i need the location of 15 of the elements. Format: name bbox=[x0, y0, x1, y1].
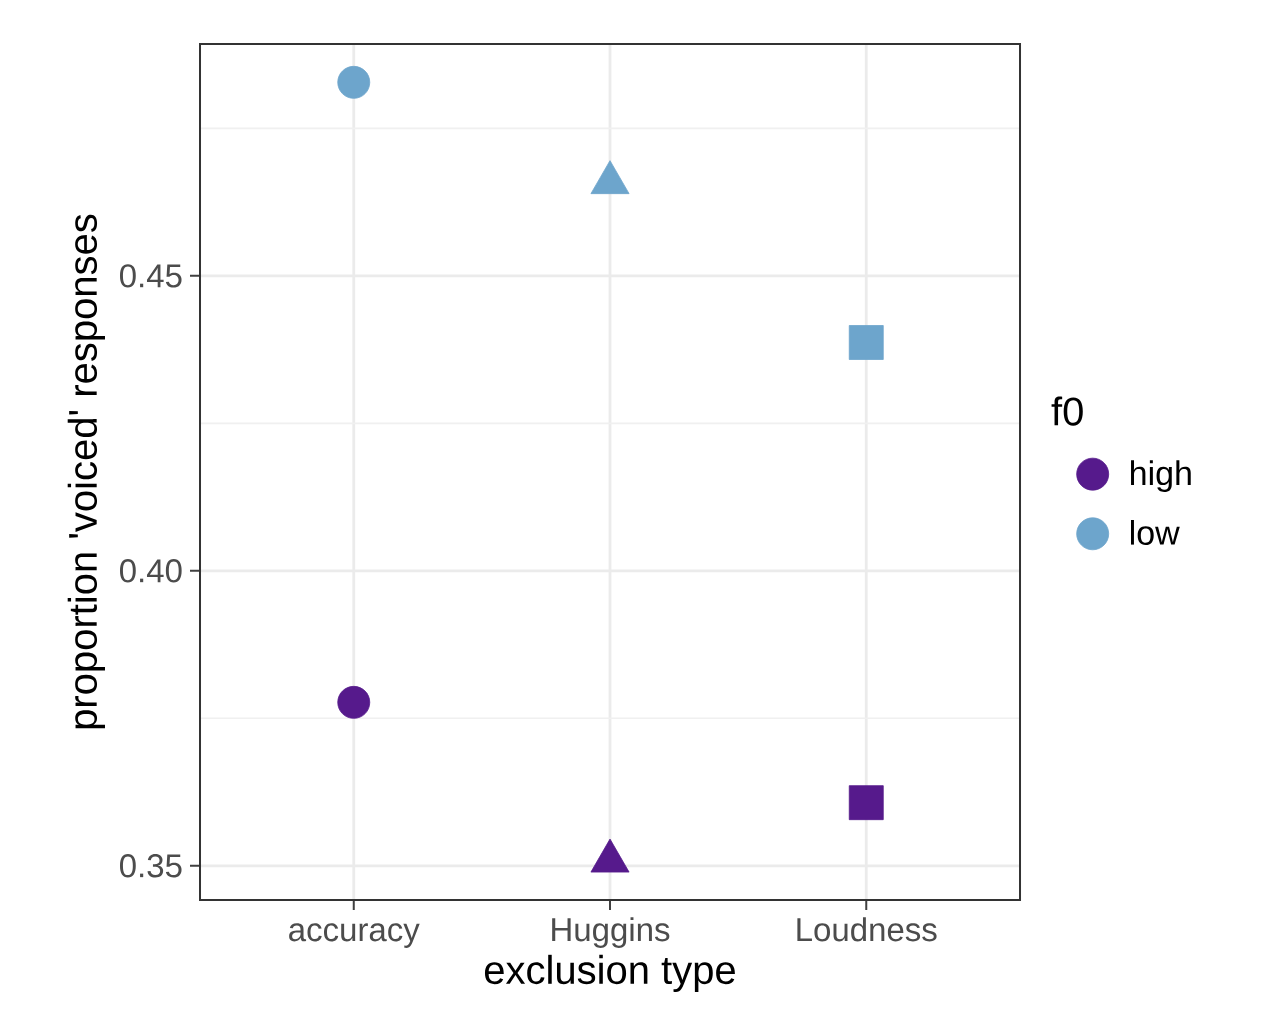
legend-label: low bbox=[1130, 519, 1180, 545]
x-tick-label: accuracy bbox=[289, 923, 420, 948]
point bbox=[337, 685, 371, 719]
x-tick-label: Huggins bbox=[552, 917, 670, 948]
point bbox=[337, 65, 371, 99]
point bbox=[848, 325, 884, 360]
y-tick-label: 0.40 bbox=[120, 559, 182, 583]
y-tick-label: 0.45 bbox=[120, 264, 182, 288]
point bbox=[848, 785, 884, 821]
legend-title: f0 bbox=[1051, 396, 1083, 426]
legend-label: high bbox=[1131, 460, 1191, 493]
y-tick-label: 0.35 bbox=[120, 854, 182, 878]
x-axis-title: exclusion type bbox=[484, 954, 735, 993]
x-tick-label: Loudness bbox=[797, 917, 937, 942]
y-axis-title: proportion 'voiced' responses bbox=[67, 214, 105, 729]
